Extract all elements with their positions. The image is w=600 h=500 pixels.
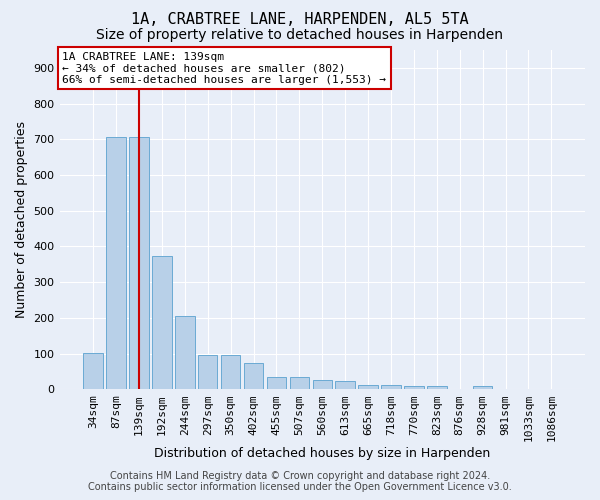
Bar [221,354,241,390]
Bar [175,316,194,390]
Bar [152,256,172,390]
Bar [244,364,263,390]
Bar [83,353,103,390]
Bar [290,377,309,390]
Bar [313,380,332,390]
Bar [427,386,446,390]
Bar [198,354,217,390]
Y-axis label: Number of detached properties: Number of detached properties [15,121,28,318]
Bar [267,377,286,390]
Text: 1A CRABTREE LANE: 139sqm
← 34% of detached houses are smaller (802)
66% of semi-: 1A CRABTREE LANE: 139sqm ← 34% of detach… [62,52,386,85]
Bar [129,137,149,390]
Text: Size of property relative to detached houses in Harpenden: Size of property relative to detached ho… [97,28,503,42]
Bar [473,386,493,390]
Bar [404,386,424,390]
Text: Contains HM Land Registry data © Crown copyright and database right 2024.
Contai: Contains HM Land Registry data © Crown c… [88,471,512,492]
Bar [335,381,355,390]
Bar [106,137,126,390]
Bar [358,385,378,390]
X-axis label: Distribution of detached houses by size in Harpenden: Distribution of detached houses by size … [154,447,490,460]
Bar [381,385,401,390]
Text: 1A, CRABTREE LANE, HARPENDEN, AL5 5TA: 1A, CRABTREE LANE, HARPENDEN, AL5 5TA [131,12,469,28]
